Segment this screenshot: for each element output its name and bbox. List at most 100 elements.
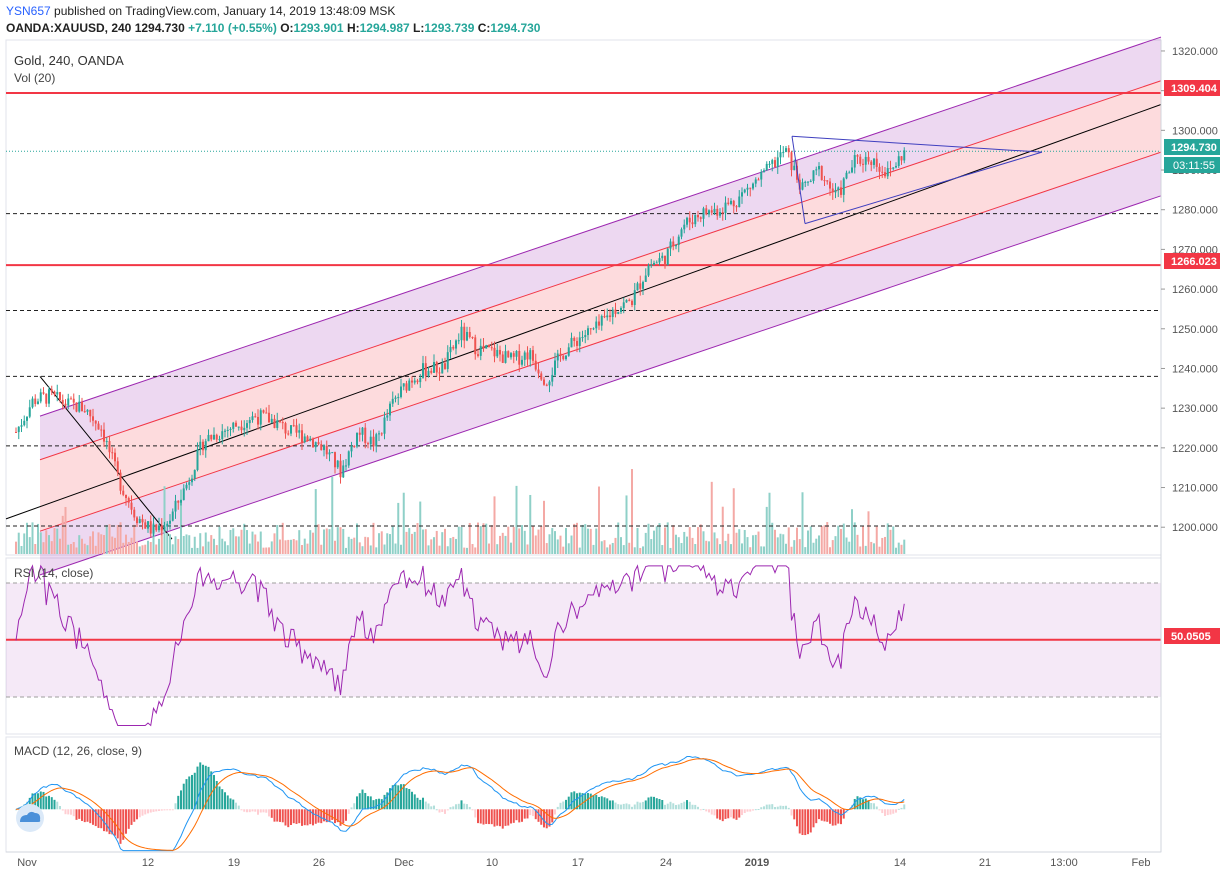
- candle-body: [328, 452, 331, 455]
- volume-bar: [235, 536, 237, 554]
- volume-bar: [301, 545, 303, 554]
- macd-histogram-bar: [499, 809, 501, 827]
- candle-body: [677, 236, 680, 246]
- candle-body: [345, 465, 347, 467]
- time-axis[interactable]: Nov 12 19 26 Dec 10 17 24 2019 14 21 13:00 Feb: [17, 857, 1150, 869]
- candle-body: [166, 523, 169, 527]
- candle-body: [86, 409, 89, 412]
- candle-body: [301, 430, 303, 443]
- volume-bar: [730, 544, 732, 554]
- candle-body: [257, 416, 259, 425]
- macd-histogram-bar: [248, 809, 251, 813]
- volume-bar: [171, 544, 174, 554]
- macd-histogram-bar: [787, 807, 790, 810]
- candle-body: [130, 502, 133, 510]
- candle-body: [820, 166, 823, 181]
- macd-histogram-bar: [369, 796, 372, 810]
- rsi-pane[interactable]: [5, 557, 1162, 735]
- candle-body: [501, 354, 504, 363]
- volume-bar: [702, 531, 705, 554]
- candle-body: [389, 403, 391, 416]
- macd-histogram-bar: [136, 809, 138, 820]
- macd-histogram-bar: [534, 809, 537, 820]
- price-tick-label: 1260.000: [1172, 284, 1218, 296]
- volume-bar: [325, 528, 328, 554]
- volume-bar: [61, 515, 64, 554]
- macd-histogram-bar: [631, 806, 633, 810]
- volume-legend[interactable]: Vol (20): [14, 71, 56, 85]
- macd-histogram-bar: [306, 809, 309, 826]
- macd-histogram-bar: [611, 800, 614, 810]
- candle-body: [688, 217, 691, 223]
- candle-body: [592, 328, 595, 330]
- macd-histogram-bar: [259, 809, 262, 813]
- volume-bar: [609, 544, 611, 554]
- macd-histogram-bar: [64, 809, 67, 815]
- macd-histogram-bar: [639, 802, 642, 810]
- volume-bar: [713, 532, 716, 554]
- macd-histogram-bar: [196, 766, 199, 810]
- candle-body: [70, 398, 72, 400]
- volume-bar: [284, 540, 287, 554]
- volume-bar: [405, 531, 408, 554]
- main-legend[interactable]: Gold, 240, OANDA: [14, 53, 124, 68]
- volume-bar: [138, 546, 141, 554]
- candle-body: [716, 208, 719, 216]
- triangle-upper-line: [791, 135, 1043, 153]
- volume-bar: [430, 539, 433, 554]
- badge-countdown: [1164, 157, 1220, 173]
- volume-bar: [771, 522, 774, 554]
- macd-histogram-bar: [488, 809, 490, 825]
- volume-bar: [895, 547, 897, 554]
- macd-histogram-bar: [705, 809, 708, 812]
- macd-histogram-bar: [609, 800, 611, 810]
- rsi-legend[interactable]: RSI (14, close): [14, 566, 94, 580]
- candle-body: [141, 518, 144, 523]
- candle-body: [202, 441, 204, 451]
- candle-body: [793, 165, 796, 171]
- macd-histogram-bar: [353, 803, 356, 810]
- candle-body: [251, 416, 254, 421]
- candle-body: [125, 494, 127, 499]
- macd-histogram-bar: [721, 809, 724, 822]
- volume-bar: [809, 526, 812, 554]
- macd-histogram-bar: [240, 809, 243, 811]
- candle-body: [17, 426, 20, 433]
- volume-bar: [798, 539, 801, 554]
- volume-bar: [611, 542, 614, 554]
- price-axis[interactable]: [1161, 40, 1232, 852]
- regression-channel[interactable]: [5, 36, 1162, 576]
- candle-body: [229, 428, 232, 430]
- macd-histogram-bar: [771, 804, 774, 810]
- macd-histogram-bar: [339, 809, 342, 826]
- macd-histogram-bar: [411, 791, 413, 810]
- candle-body: [48, 389, 50, 404]
- symbol-name[interactable]: OANDA:XAUUSD, 240: [6, 21, 132, 35]
- username-link[interactable]: YSN657: [6, 4, 51, 18]
- macd-histogram-bar: [262, 809, 265, 813]
- macd-histogram-bar: [400, 784, 402, 810]
- macd-histogram-bar: [763, 806, 765, 810]
- triangle-pattern[interactable]: [791, 135, 1043, 225]
- candle-body: [435, 362, 438, 373]
- candle-body: [383, 417, 386, 434]
- candle-body: [446, 352, 449, 369]
- candle-body: [320, 444, 323, 451]
- volume-bar: [119, 522, 122, 554]
- candle-body: [31, 398, 34, 408]
- horizontal-levels[interactable]: [6, 92, 1161, 527]
- volume-bar: [416, 523, 419, 554]
- macd-histogram-bar: [31, 793, 34, 810]
- macd-histogram-bar: [620, 804, 622, 810]
- candle-body: [548, 381, 551, 386]
- volume-bar: [163, 486, 166, 554]
- candle-body: [199, 441, 202, 450]
- macd-histogram-bar: [213, 775, 215, 810]
- macd-legend[interactable]: MACD (12, 26, close, 9): [14, 744, 143, 758]
- volume-bar: [884, 536, 886, 554]
- volume-bar: [50, 541, 53, 554]
- candle-body: [576, 340, 578, 346]
- candle-body: [529, 350, 532, 360]
- volume-bar: [449, 538, 452, 554]
